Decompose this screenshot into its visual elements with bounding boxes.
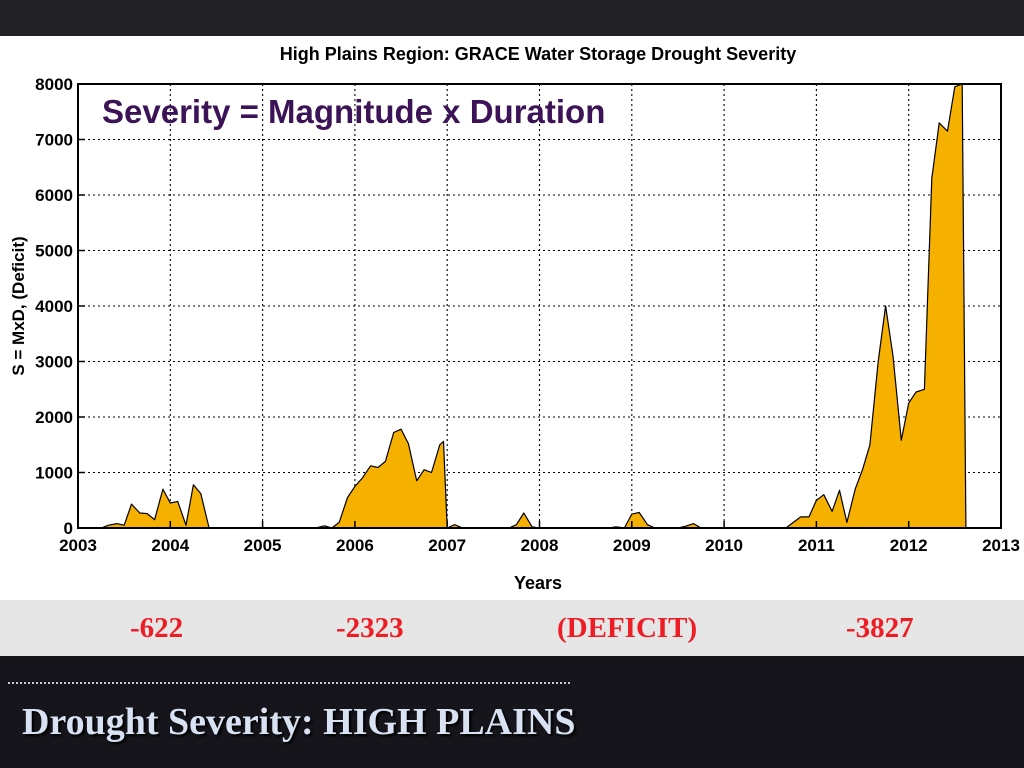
y-tick-label: 7000 [35,131,73,150]
chart-grid [78,84,1001,528]
title-area: Drought Severity: HIGH PLAINS [0,656,1024,768]
x-tick-label: 2003 [59,536,97,555]
band-value-4: -3827 [846,612,914,644]
y-tick-label: 0 [64,519,73,538]
x-tick-label: 2013 [982,536,1020,555]
x-tick-label: 2007 [428,536,466,555]
chart-annotation: Severity = Magnitude x Duration [102,93,605,130]
x-axis-label: Years [514,573,562,593]
y-tick-label: 6000 [35,186,73,205]
x-tick-label: 2005 [244,536,282,555]
x-tick-label: 2011 [798,536,835,555]
y-tick-label: 8000 [35,75,73,94]
y-tick-label: 3000 [35,353,73,372]
band-value-1: -622 [130,612,184,644]
chart-figure: High Plains Region: GRACE Water Storage … [0,36,1024,600]
chart-title: High Plains Region: GRACE Water Storage … [280,44,796,64]
severity-area [100,83,967,529]
slide-title: Drought Severity: HIGH PLAINS [22,701,576,743]
x-tick-label: 2012 [890,536,928,555]
x-tick-label: 2010 [705,536,743,555]
x-tick-label: 2008 [521,536,559,555]
x-tick-label: 2004 [151,536,189,555]
x-tick-label: 2009 [613,536,651,555]
band-value-2: -2323 [336,612,404,644]
y-tick-label: 5000 [35,242,73,261]
y-axis-label: S = MxD, (Deficit) [9,236,28,375]
y-tick-label: 2000 [35,408,73,427]
deficit-band: -622 -2323 (DEFICIT) -3827 [0,600,1024,656]
axis-ticks: 2003 2004 2005 2006 2007 2008 2009 2010 2011 2012… [35,75,1020,555]
band-value-3: (DEFICIT) [557,612,698,644]
dotted-divider [8,682,570,684]
top-bar [0,0,1024,36]
y-tick-label: 4000 [35,297,73,316]
drought-severity-chart: High Plains Region: GRACE Water Storage … [9,44,1020,593]
x-tick-label: 2006 [336,536,374,555]
y-tick-label: 1000 [35,464,73,483]
